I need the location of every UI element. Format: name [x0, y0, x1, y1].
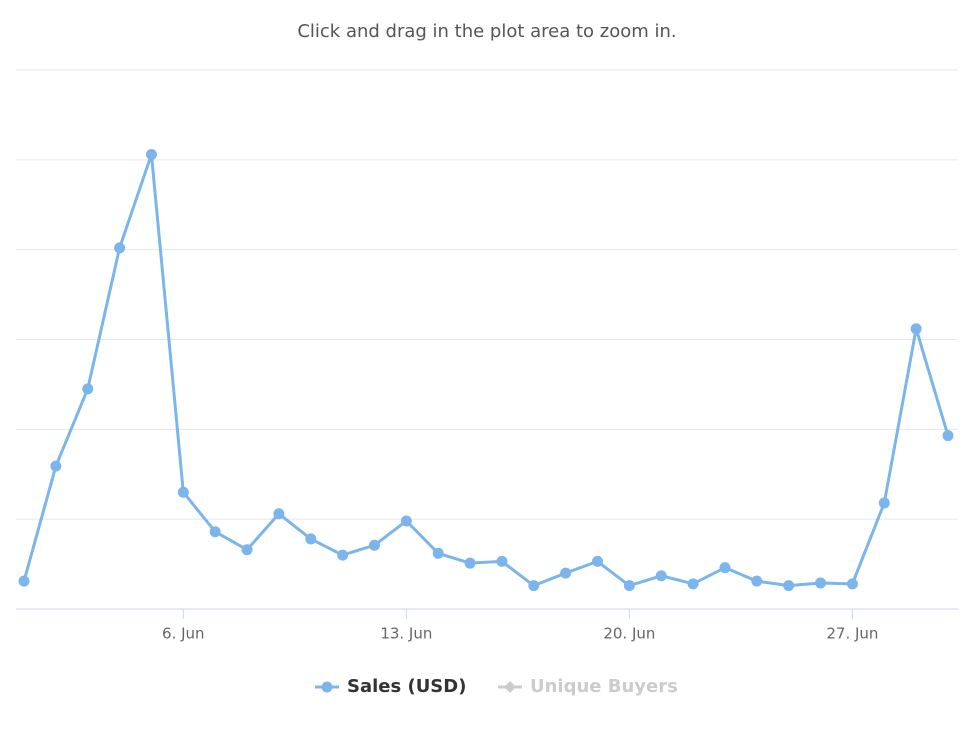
point: [783, 580, 795, 592]
point: [50, 460, 62, 472]
point: [114, 242, 126, 254]
chart-subtitle: Click and drag in the plot area to zoom …: [297, 21, 676, 42]
point: [719, 562, 731, 574]
x-tick-label: 13. Jun: [380, 625, 432, 643]
point: [241, 544, 253, 556]
legend-item[interactable]: Unique Buyers: [530, 676, 678, 697]
point: [942, 430, 954, 442]
point: [337, 549, 349, 561]
point: [910, 323, 922, 335]
point: [432, 547, 444, 559]
x-tick-label: 20. Jun: [603, 625, 655, 643]
point: [623, 580, 635, 592]
x-tick-label: 27. Jun: [826, 625, 878, 643]
point: [846, 578, 858, 590]
line: [22, 152, 950, 588]
point: [273, 508, 285, 520]
point: [145, 148, 157, 160]
point: [496, 555, 508, 567]
point: [655, 570, 667, 582]
point: [209, 526, 221, 538]
point: [305, 533, 317, 545]
point: [82, 383, 94, 395]
point: [687, 578, 699, 590]
legend-symbol[interactable]: [321, 681, 333, 693]
point: [751, 575, 763, 587]
point: [560, 567, 572, 579]
legend-symbol[interactable]: [504, 681, 516, 693]
point: [368, 539, 380, 551]
point: [18, 575, 30, 587]
legend-item[interactable]: Sales (USD): [347, 676, 466, 697]
point: [815, 577, 827, 589]
x-tick-label: 6. Jun: [162, 625, 205, 643]
point: [528, 580, 540, 592]
point: [400, 515, 412, 527]
point: [592, 555, 604, 567]
point: [177, 486, 189, 498]
point: [464, 557, 476, 569]
point: [878, 497, 890, 509]
